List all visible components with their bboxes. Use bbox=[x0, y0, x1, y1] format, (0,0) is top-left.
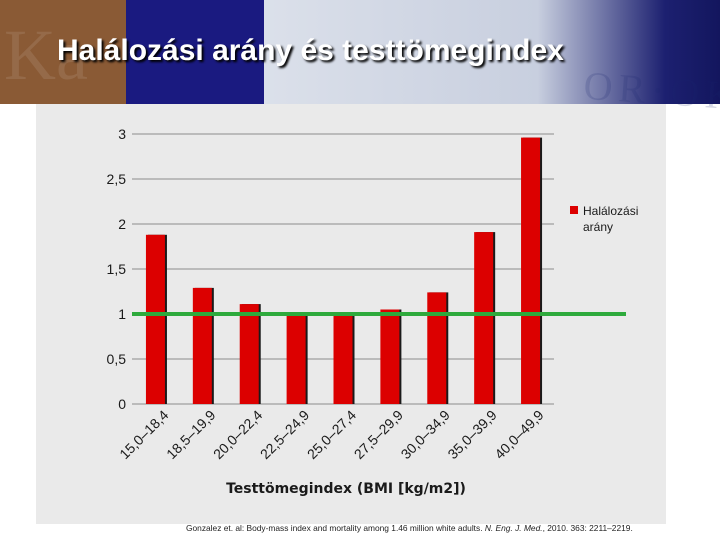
citation-journal: N. Eng. J. Med. bbox=[484, 523, 543, 533]
bar bbox=[474, 232, 494, 404]
bar bbox=[192, 287, 212, 404]
y-tick-label: 1,5 bbox=[107, 261, 127, 277]
bar bbox=[380, 309, 400, 404]
x-tick-label: 35,0–39,9 bbox=[444, 407, 500, 463]
header-gradient-panel: OR·OKTATÓ bbox=[264, 0, 720, 127]
citation: Gonzalez et. al: Body-mass index and mor… bbox=[186, 523, 633, 533]
mortality-bmi-chart: 0 0,5 1 1,5 2 2,5 3 15,0–18,418,5–19,920,0–22,4… bbox=[107, 126, 639, 497]
y-tick-label: 0,5 bbox=[107, 351, 127, 367]
slide-header: Ka OR·OKTATÓ Halálozási arány és testtöm… bbox=[0, 0, 720, 127]
x-tick-label: 30,0–34,9 bbox=[398, 407, 454, 463]
bar bbox=[286, 314, 306, 404]
x-tick-label: 25,0–27,4 bbox=[304, 407, 360, 463]
bar bbox=[333, 313, 353, 404]
slide-title: Halálozási arány és testtömegindex bbox=[57, 34, 564, 67]
x-axis-title: Testtömegindex (BMI [kg/m2]) bbox=[226, 481, 466, 497]
bar bbox=[427, 292, 447, 404]
legend-swatch bbox=[570, 206, 578, 214]
y-tick-label: 2,5 bbox=[107, 171, 127, 187]
x-tick-label: 20,0–22,4 bbox=[210, 407, 266, 463]
y-tick-label: 0 bbox=[118, 396, 126, 412]
x-tick-label: 18,5–19,9 bbox=[163, 407, 219, 463]
bar bbox=[239, 304, 259, 404]
y-tick-label: 2 bbox=[118, 216, 126, 232]
citation-details: , 2010. 363: 2211–2219. bbox=[542, 523, 633, 533]
legend-label: arány bbox=[583, 220, 613, 234]
legend-label: Halálozási bbox=[583, 204, 638, 218]
bar bbox=[521, 137, 541, 404]
x-tick-label: 40,0–49,9 bbox=[491, 407, 547, 463]
x-tick-label: 22,5–24,9 bbox=[257, 407, 313, 463]
x-tick-label: 15,0–18,4 bbox=[116, 407, 172, 463]
x-tick-label: 27,5–29,9 bbox=[351, 407, 407, 463]
header-brown-panel: Ka bbox=[0, 0, 126, 104]
y-tick-label: 3 bbox=[118, 126, 126, 142]
y-tick-label: 1 bbox=[118, 306, 126, 322]
citation-text: Gonzalez et. al: Body-mass index and mor… bbox=[186, 523, 485, 533]
header-left-watermark: Ka bbox=[4, 15, 88, 95]
chart-area: 0 0,5 1 1,5 2 2,5 3 15,0–18,4 18,5–19,9 20,0–22,4… bbox=[36, 104, 666, 524]
bar bbox=[145, 234, 165, 404]
header-navy-panel bbox=[126, 0, 264, 104]
